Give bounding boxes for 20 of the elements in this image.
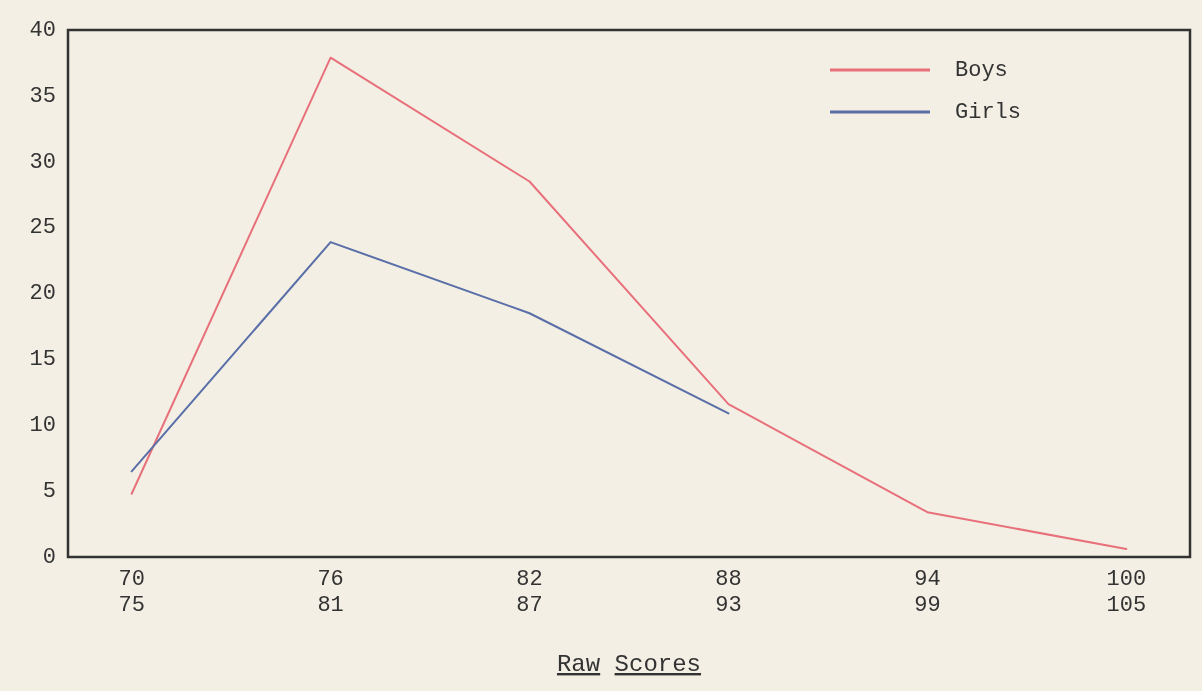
- line-series: [130, 241, 730, 473]
- x-axis-title: Raw Scores: [556, 651, 702, 678]
- y-tick-label: 40: [29, 17, 56, 43]
- y-tick-label: 35: [29, 83, 56, 109]
- y-tick-label: 25: [29, 215, 56, 241]
- y-tick-label: 15: [29, 347, 56, 373]
- x-tick-label: 94 99: [914, 567, 941, 618]
- y-tick-label: 30: [29, 149, 56, 175]
- x-tick-label: 76 81: [317, 567, 344, 618]
- y-tick-label: 5: [42, 478, 56, 504]
- legend-label: Girls: [955, 99, 1022, 125]
- y-tick-label: 0: [42, 544, 56, 570]
- y-tick-label: 10: [29, 413, 56, 439]
- line-series: [130, 56, 1128, 551]
- y-tick-label: 20: [29, 281, 56, 307]
- x-tick-label: 88 93: [715, 567, 742, 618]
- x-tick-label: 100 105: [1106, 567, 1147, 618]
- x-tick-label: 70 75: [118, 567, 145, 618]
- x-tick-label: 82 87: [516, 567, 543, 618]
- legend-label: Boys: [955, 57, 1008, 83]
